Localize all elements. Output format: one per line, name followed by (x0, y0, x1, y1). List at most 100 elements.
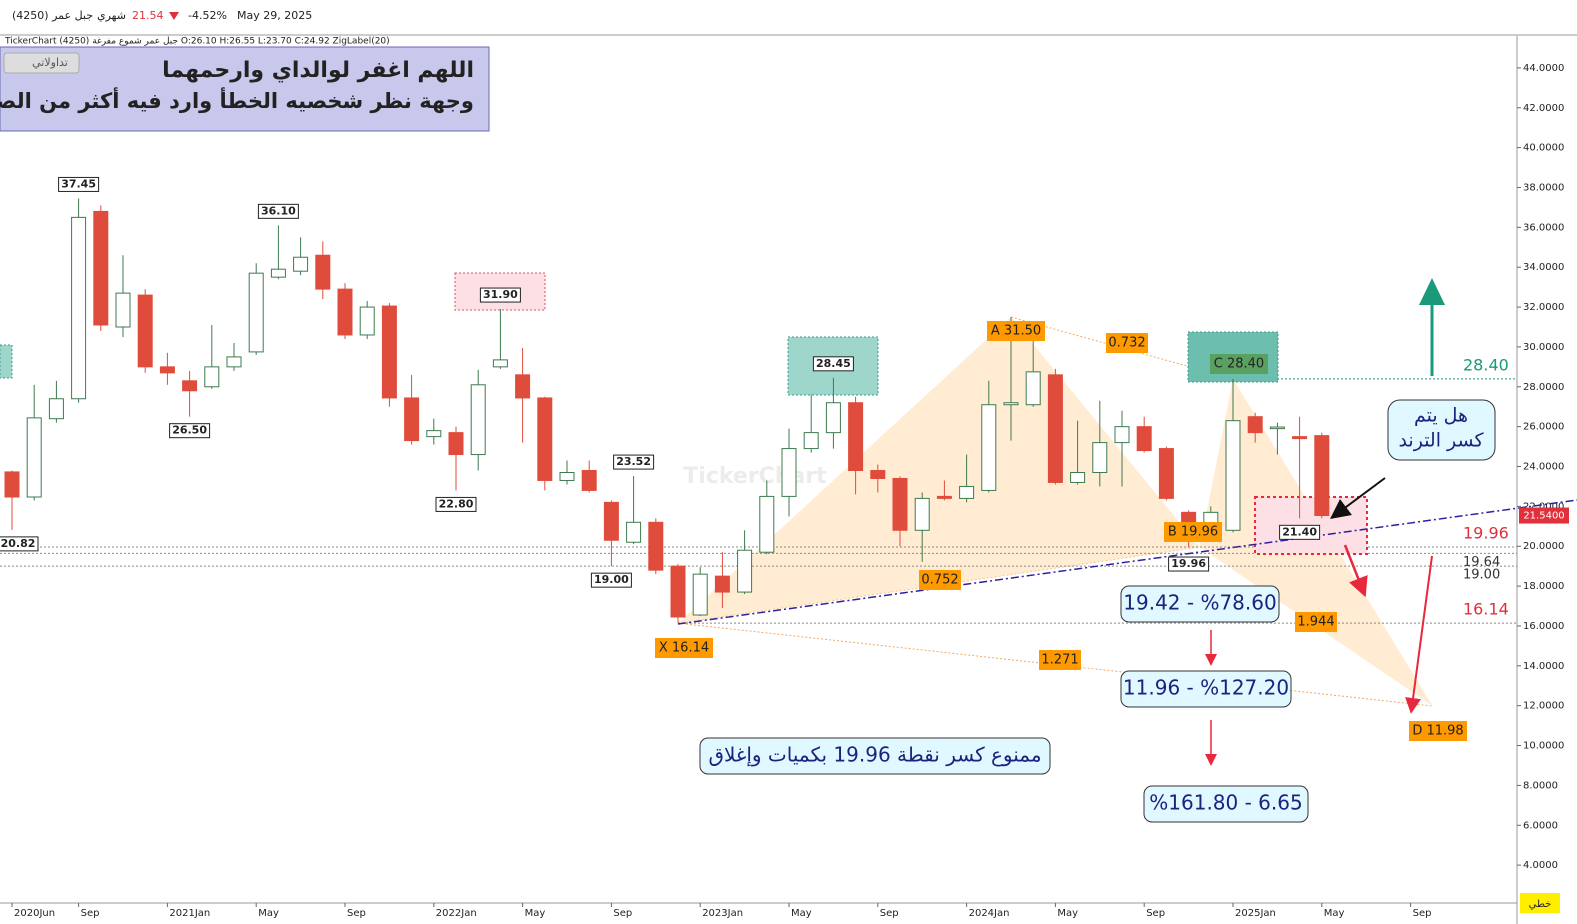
candle-body (26, 417, 42, 498)
y-tick-label: 44.0000 (1523, 63, 1564, 74)
candle-body (71, 216, 87, 400)
y-tick-label: 10.0000 (1523, 741, 1564, 752)
zig-label: 19.96 (1171, 557, 1206, 570)
candle-body (182, 380, 198, 392)
x-tick-label: May (525, 908, 546, 919)
candle-body (137, 294, 153, 368)
zig-label: 37.45 (61, 177, 96, 190)
level-label: 19.96 (1463, 524, 1509, 543)
candle-body (1247, 416, 1263, 434)
zig-box (812, 356, 854, 372)
candle-body (737, 549, 753, 593)
candle-body (293, 256, 309, 272)
zig-box (1279, 524, 1321, 540)
level-label: 28.40 (1463, 355, 1509, 374)
x-tick-label: 2020Jun (14, 908, 55, 919)
candle-body (315, 254, 331, 290)
watermark: TickerChart (683, 464, 827, 489)
candle-body (381, 305, 397, 399)
level-label: 19.00 (1463, 568, 1500, 583)
candle-body (981, 404, 997, 491)
candle-body (1003, 402, 1019, 406)
candle-body (1158, 448, 1174, 499)
info-line: TickerChart (4250) جبل عمر شموع مفرغة O:… (4, 37, 390, 47)
candle-body (226, 356, 242, 368)
level-label: 16.14 (1463, 600, 1509, 619)
zig-label: 19.00 (594, 573, 629, 586)
question-label: هل يتم (1414, 405, 1468, 427)
y-tick-label: 20.0000 (1523, 541, 1564, 552)
trend-line (677, 499, 1577, 625)
candle-body (559, 471, 575, 481)
candle-body (648, 521, 664, 571)
zig-box (1168, 556, 1210, 572)
candle-body (1269, 426, 1285, 430)
y-tick-label: 38.0000 (1523, 182, 1564, 193)
candle-body (714, 575, 730, 593)
banner-line: وجهة نظر شخصيه الخطأ وارد فيه أكثر من ال… (0, 86, 474, 113)
y-tick-label: 42.0000 (1523, 103, 1564, 114)
x-tick-label: 2024Jan (969, 908, 1010, 919)
last-price-label: 21.5400 (1523, 511, 1564, 522)
banner-line: اللهم اغفر لوالداي وارحمهما (162, 58, 474, 83)
button[interactable] (3, 52, 80, 74)
candle-body (1047, 374, 1063, 483)
x-tick-label: Sep (1146, 908, 1165, 919)
candle-body (1025, 371, 1041, 406)
zig-box (479, 287, 521, 303)
target-box (1120, 585, 1280, 623)
pattern-label: A 31.50 (991, 324, 1041, 339)
candle-body (4, 471, 20, 498)
candle-body (537, 397, 553, 481)
zig-box (590, 572, 632, 588)
candle-body (270, 268, 286, 278)
x-tick-label: May (791, 908, 812, 919)
zig-label: 20.82 (1, 537, 36, 550)
x-tick-label: 2022Jan (436, 908, 477, 919)
y-tick-label: 12.0000 (1523, 701, 1564, 712)
zig-label: 36.10 (261, 204, 296, 217)
y-tick-label: 36.0000 (1523, 222, 1564, 233)
note-box (699, 737, 1051, 775)
y-tick-label: 4.0000 (1523, 860, 1558, 871)
zig-box (0, 536, 39, 552)
y-tick-label: 16.0000 (1523, 621, 1564, 632)
y-tick-label: 32.0000 (1523, 302, 1564, 313)
pattern-label: X 16.14 (659, 641, 709, 656)
note-label: ممنوع كسر نقطة 19.96 بكميات وإغلاق (708, 743, 1041, 768)
pattern-line (677, 622, 1433, 707)
ratio-box (1295, 612, 1337, 632)
ratio-label: 1.271 (1041, 653, 1078, 668)
candle-body (914, 497, 930, 531)
candle-body (825, 402, 841, 434)
y-tick-label: 30.0000 (1523, 342, 1564, 353)
x-tick-label: May (1057, 908, 1078, 919)
candle-body (626, 521, 642, 543)
zig-label: 31.90 (483, 288, 518, 301)
candle-body (936, 495, 952, 499)
x-tick-label: 2025Jan (1235, 908, 1276, 919)
candle-body (1114, 426, 1130, 444)
period: شهري (97, 9, 126, 22)
ratio-label: 1.944 (1297, 615, 1334, 630)
plot: 4.0000 6.0000 8.0000 10.0000 12.0000 14.0000 1… (0, 63, 1577, 919)
zig-label: 28.45 (816, 357, 851, 370)
x-tick-label: Sep (880, 908, 899, 919)
zig-box (257, 203, 299, 219)
candle-body (670, 565, 686, 618)
zig-label: 26.50 (172, 424, 207, 437)
candle-body (426, 430, 442, 438)
price: 21.54 (132, 9, 164, 22)
candle-body (892, 477, 908, 531)
y-tick-label: 18.0000 (1523, 581, 1564, 592)
candle-body (581, 469, 597, 491)
footer-badge (1520, 893, 1560, 913)
x-tick-label: Sep (1413, 908, 1432, 919)
ratio-box (1039, 650, 1081, 670)
last-price-box (1519, 507, 1569, 524)
candle-body (1092, 442, 1108, 473)
button-label[interactable]: تداولاتي (32, 56, 68, 69)
target-label: 19.42 - %78.60 (1123, 591, 1276, 615)
ratio-box (919, 570, 961, 590)
